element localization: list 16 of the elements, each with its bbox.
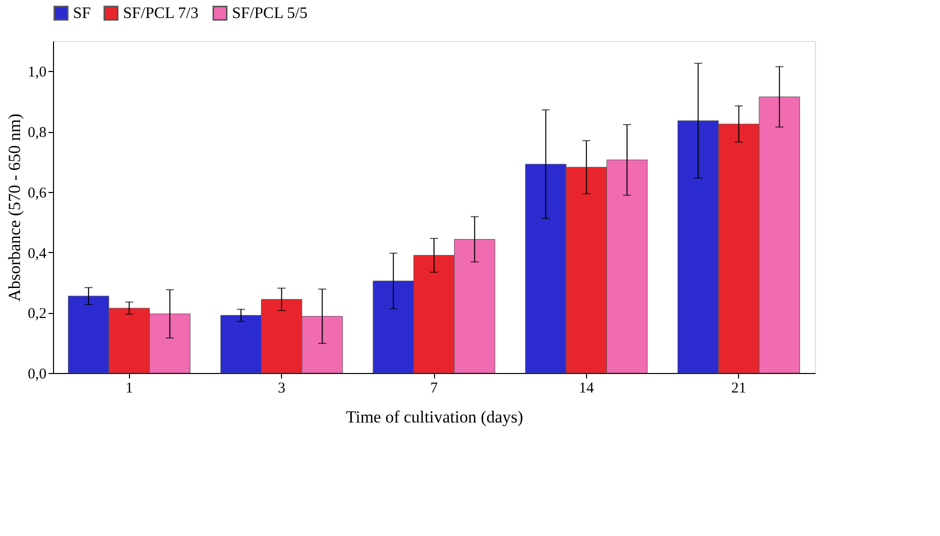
y-tick-label: 0,2 [28, 306, 46, 322]
x-tick-label: 3 [278, 380, 286, 396]
y-axis-title: Absorbance (570 - 650 nm) [4, 114, 24, 302]
x-tick-label: 7 [430, 380, 438, 396]
y-tick-label: 0,6 [28, 185, 47, 202]
y-tick-label: 1,0 [28, 64, 46, 81]
y-tick-label: 0,8 [28, 125, 46, 142]
legend-label: SF/PCL 5/5 [232, 5, 308, 22]
x-tick-label: 21 [731, 380, 746, 396]
y-tick-label: 0,4 [28, 246, 47, 262]
legend-label: SF/PCL 7/3 [123, 5, 198, 22]
x-axis-title: Time of cultivation (days) [346, 408, 524, 426]
y-tick-label: 0,0 [28, 366, 46, 382]
legend-label: SF [73, 5, 91, 22]
x-tick-label: 1 [125, 380, 133, 396]
x-tick-label: 14 [578, 380, 594, 396]
